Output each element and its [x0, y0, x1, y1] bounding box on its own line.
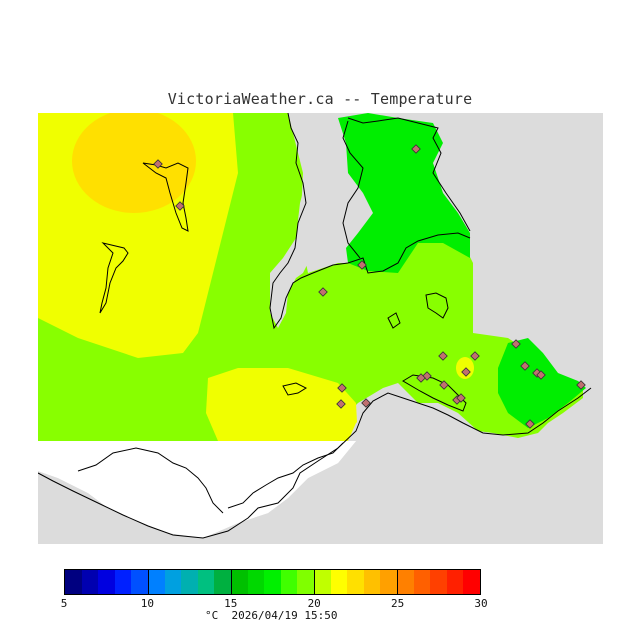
scale-tick-label: 20	[307, 597, 321, 610]
island-north	[142, 162, 189, 232]
scale-tick-label: 5	[60, 597, 68, 610]
olympic-coast-east	[227, 442, 344, 509]
color-scale-divider	[397, 570, 398, 594]
color-swatch	[247, 570, 265, 594]
station-marker	[361, 398, 371, 408]
color-swatch	[197, 570, 215, 594]
color-swatch	[463, 570, 481, 594]
map-svg	[38, 113, 603, 544]
temperature-map	[38, 113, 603, 544]
color-swatch	[181, 570, 199, 594]
island-south	[282, 382, 308, 396]
coast-south	[38, 387, 592, 539]
station-marker	[438, 351, 448, 361]
station-marker	[461, 367, 471, 377]
color-scale-divider	[231, 570, 232, 594]
hot-spot-small	[456, 357, 474, 379]
color-swatch	[347, 570, 365, 594]
station-marker	[520, 361, 530, 371]
station-marker	[576, 380, 586, 390]
olympic-coast-west	[77, 447, 224, 514]
color-swatch	[114, 570, 132, 594]
color-swatch	[446, 570, 464, 594]
island-lake	[425, 292, 449, 319]
station-marker	[511, 339, 521, 349]
station-marker	[525, 419, 535, 429]
color-swatch	[430, 570, 448, 594]
map-title: VictoriaWeather.ca -- Temperature	[167, 90, 473, 108]
island-west	[99, 242, 129, 314]
station-marker	[439, 380, 449, 390]
color-swatch	[363, 570, 381, 594]
coast-inlet	[342, 120, 364, 259]
color-swatch	[330, 570, 348, 594]
temperature-color-scale	[64, 569, 481, 595]
water-strait	[38, 441, 356, 538]
color-swatch	[314, 570, 332, 594]
hot-spot-north	[72, 113, 196, 213]
station-marker	[456, 393, 466, 403]
station-marker	[318, 287, 328, 297]
scale-tick-label: 25	[390, 597, 405, 610]
water-juan-de-fuca	[38, 441, 356, 538]
station-marker	[411, 144, 421, 154]
color-scale-divider	[314, 570, 315, 594]
station-marker	[470, 351, 480, 361]
green-field-north	[338, 113, 470, 273]
units-and-timestamp: °C 2026/04/19 15:50	[205, 609, 337, 622]
color-swatch	[380, 570, 398, 594]
scale-tick-label: 15	[224, 597, 238, 610]
color-swatch	[81, 570, 99, 594]
color-swatch	[148, 570, 166, 594]
timestamp: 2026/04/19 15:50	[231, 609, 338, 622]
station-marker	[153, 159, 163, 169]
coastlines	[38, 113, 592, 539]
color-swatch	[65, 570, 83, 594]
color-swatch	[231, 570, 249, 594]
color-swatch	[264, 570, 282, 594]
stations	[153, 144, 586, 429]
color-swatch	[164, 570, 182, 594]
station-marker	[357, 260, 367, 270]
color-swatch	[280, 570, 298, 594]
station-marker	[336, 399, 346, 409]
unit-label: °C	[205, 609, 219, 622]
station-marker	[536, 370, 546, 380]
color-swatch	[397, 570, 415, 594]
color-swatch	[214, 570, 232, 594]
island-small	[387, 312, 401, 329]
scale-tick-label: 10	[140, 597, 155, 610]
color-scale-divider	[148, 570, 149, 594]
color-swatch	[98, 570, 116, 594]
color-swatch	[413, 570, 431, 594]
station-marker	[416, 373, 426, 383]
station-marker	[337, 383, 347, 393]
coast-west	[269, 113, 471, 330]
coast-north	[347, 117, 471, 232]
saanich-inlet	[270, 113, 338, 328]
yellow-field-south	[206, 368, 358, 441]
green-field-east	[498, 338, 586, 428]
color-swatch	[297, 570, 315, 594]
color-swatch	[131, 570, 149, 594]
station-marker	[175, 201, 185, 211]
scale-tick-label: 30	[474, 597, 488, 610]
